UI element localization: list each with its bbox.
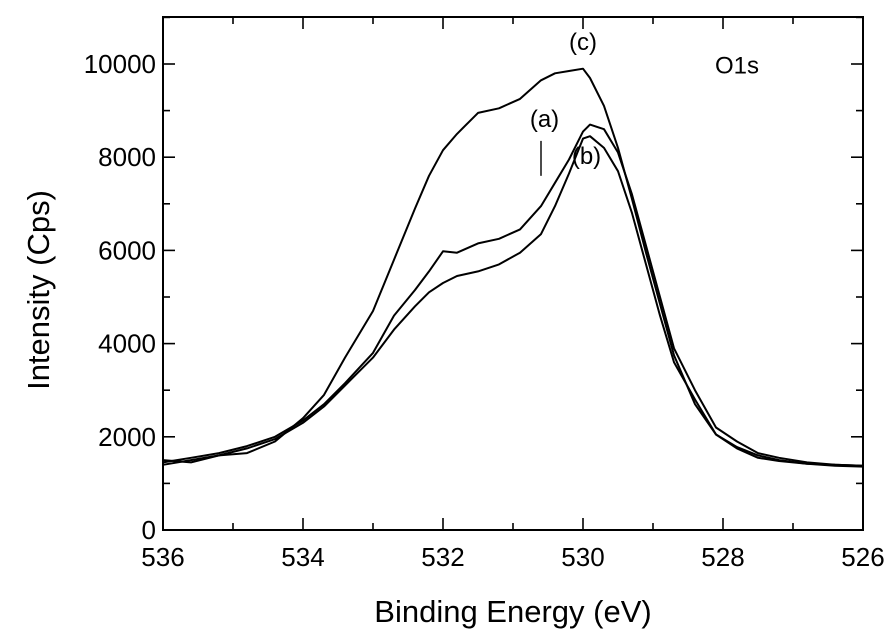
x-tick-label: 528 bbox=[701, 542, 744, 572]
y-tick-label: 10000 bbox=[84, 49, 156, 79]
y-tick-label: 6000 bbox=[98, 235, 156, 265]
annotation-group: O1s (c) (a) (b) bbox=[530, 29, 759, 176]
annotation-label: (b) bbox=[572, 143, 601, 170]
x-tick-label: 526 bbox=[841, 542, 884, 572]
x-tick-label: 532 bbox=[421, 542, 464, 572]
x-tick-label: 530 bbox=[561, 542, 604, 572]
annotation-label: (a) bbox=[530, 106, 559, 133]
series-group bbox=[162, 67, 864, 468]
y-axis-label: Intensity (Cps) bbox=[21, 190, 56, 390]
series-line-b bbox=[162, 135, 864, 468]
series-line-a bbox=[162, 123, 864, 467]
y-tick-label: 8000 bbox=[98, 142, 156, 172]
y-tick-label: 4000 bbox=[98, 329, 156, 359]
x-axis-label: Binding Energy (eV) bbox=[374, 594, 651, 629]
series-line-c bbox=[162, 67, 864, 467]
annotation-label: O1s bbox=[715, 52, 759, 79]
annotation-label: (c) bbox=[569, 29, 597, 56]
y-tick-label: 2000 bbox=[98, 422, 156, 452]
x-axis-ticks: 536 534 532 530 528 526 bbox=[141, 17, 885, 572]
y-axis-ticks: 0 2000 4000 6000 8000 10000 bbox=[84, 16, 863, 545]
x-tick-label: 534 bbox=[281, 542, 324, 572]
x-tick-label: 536 bbox=[141, 542, 184, 572]
y-tick-label: 0 bbox=[142, 515, 156, 545]
